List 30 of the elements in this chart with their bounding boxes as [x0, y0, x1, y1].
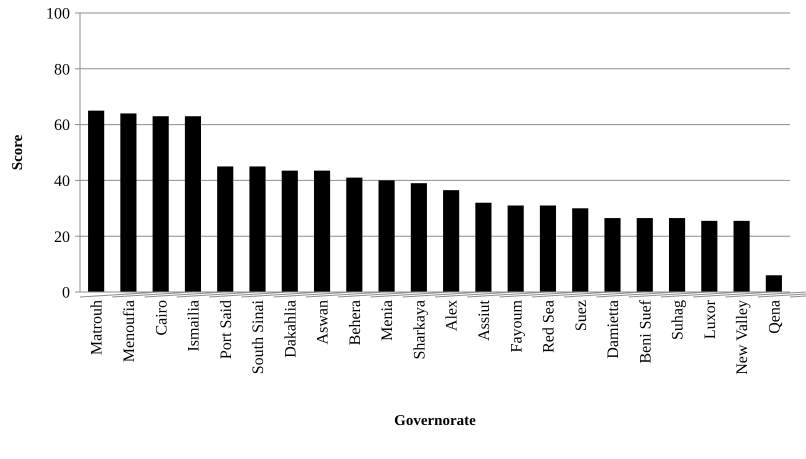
- y-tick-label: 40: [54, 173, 70, 190]
- x-tick-label: Menoufia: [121, 300, 138, 362]
- y-tick-label: 20: [54, 228, 70, 246]
- x-tick-label: Sharkaya: [411, 300, 428, 360]
- x-tick-label: Dakahlia: [282, 300, 300, 358]
- x-tick-label: Beni Suef: [637, 299, 654, 364]
- x-tick-label: Assiut: [476, 299, 494, 341]
- x-tick-label: Suez: [572, 300, 590, 332]
- x-axis-title: Governorate: [394, 413, 476, 429]
- x-tick-label: Behera: [346, 300, 364, 346]
- x-tick-label: Suhag: [670, 300, 687, 340]
- y-tick-label: 100: [46, 6, 70, 23]
- x-tick-label: New Valley: [734, 300, 752, 375]
- x-tick-label: Qena: [766, 300, 784, 334]
- y-tick-label: 0: [62, 284, 70, 302]
- x-tick-label: Fayoum: [508, 299, 526, 352]
- x-tick-label: South Sinai: [250, 299, 268, 374]
- y-tick-label: 80: [54, 61, 70, 78]
- y-axis-title: Score: [10, 134, 26, 170]
- x-tick-label: Alex: [444, 300, 461, 332]
- x-tick-label: Matrouh: [88, 300, 106, 356]
- x-tick-label: Luxor: [702, 299, 719, 340]
- y-tick-label: 60: [54, 117, 70, 134]
- x-tick-label: Menia: [379, 300, 396, 341]
- x-tick-label: Red Sea: [540, 300, 558, 353]
- x-tick-label: Aswan: [314, 300, 332, 344]
- x-tick-label: Cairo: [153, 300, 170, 336]
- x-tick-label: Port Said: [218, 300, 235, 360]
- x-tick-label: Damietta: [605, 300, 622, 359]
- x-tick-label: Ismailia: [186, 300, 203, 352]
